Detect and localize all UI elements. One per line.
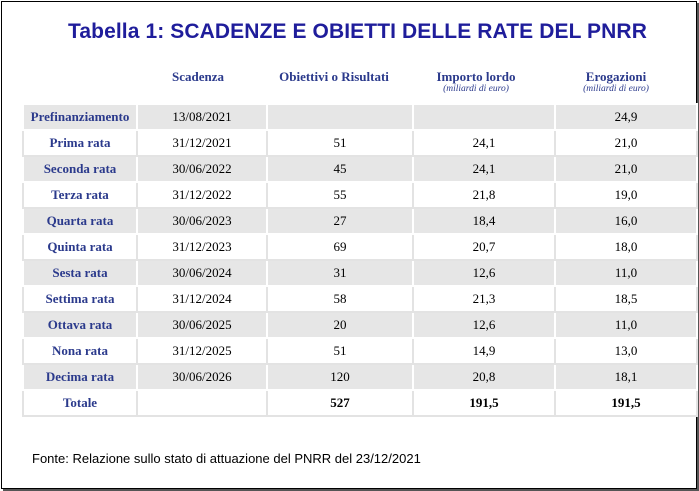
- cell-erogazioni: 21,0: [554, 155, 698, 183]
- cell-scadenza: 31/12/2021: [136, 129, 268, 157]
- cell-importo: 18,4: [412, 207, 556, 235]
- cell-erogazioni: 11,0: [554, 259, 698, 287]
- row-label: Terza rata: [22, 181, 138, 209]
- cell-erogazioni: 13,0: [554, 337, 698, 365]
- row-label: Prefinanziamento: [22, 103, 138, 131]
- row-label: Sesta rata: [22, 259, 138, 287]
- cell-obiettivi: 69: [266, 233, 414, 261]
- cell-scadenza: 31/12/2023: [136, 233, 268, 261]
- header-scadenza-label: Scadenza: [172, 69, 224, 84]
- row-label: Quinta rata: [22, 233, 138, 261]
- table-row: Settima rata 31/12/2024 58 21,3 18,5: [22, 285, 698, 313]
- cell-obiettivi: 527: [266, 389, 414, 417]
- cell-obiettivi: 31: [266, 259, 414, 287]
- cell-obiettivi: 55: [266, 181, 414, 209]
- cell-scadenza: 30/06/2026: [136, 363, 268, 391]
- header-obiettivi: Obiettivi o Risultati: [262, 70, 406, 84]
- header-importo-unit: (miliardi di euro): [443, 84, 509, 94]
- header-erogazioni-label: Erogazioni: [585, 69, 647, 84]
- table-row: Ottava rata 30/06/2025 20 12,6 11,0: [22, 311, 698, 339]
- cell-obiettivi: 51: [266, 337, 414, 365]
- cell-scadenza: 30/06/2025: [136, 311, 268, 339]
- cell-importo: 12,6: [412, 259, 556, 287]
- header-scadenza: Scadenza: [134, 70, 262, 84]
- cell-erogazioni: 19,0: [554, 181, 698, 209]
- cell-erogazioni: 21,0: [554, 129, 698, 157]
- cell-erogazioni: 18,0: [554, 233, 698, 261]
- row-label: Totale: [22, 389, 138, 417]
- cell-importo: 20,8: [412, 363, 556, 391]
- table-row: Prefinanziamento 13/08/2021 24,9: [22, 103, 698, 131]
- table-row: Terza rata 31/12/2022 55 21,8 19,0: [22, 181, 698, 209]
- cell-importo: 21,8: [412, 181, 556, 209]
- cell-obiettivi: [266, 103, 414, 131]
- header-importo: Importo lordo (miliardi di euro): [406, 70, 546, 95]
- cell-scadenza: 30/06/2024: [136, 259, 268, 287]
- table-title: Tabella 1: SCADENZE E OBIETTI DELLE RATE…: [68, 20, 647, 43]
- total-row: Totale 527 191,5 191,5: [22, 389, 698, 417]
- table-row: Prima rata 31/12/2021 51 24,1 21,0: [22, 129, 698, 157]
- cell-erogazioni: 11,0: [554, 311, 698, 339]
- row-label: Nona rata: [22, 337, 138, 365]
- cell-scadenza: 30/06/2023: [136, 207, 268, 235]
- table-row: Seconda rata 30/06/2022 45 24,1 21,0: [22, 155, 698, 183]
- row-label: Seconda rata: [22, 155, 138, 183]
- cell-scadenza: 31/12/2022: [136, 181, 268, 209]
- row-label: Decima rata: [22, 363, 138, 391]
- cell-scadenza: [136, 389, 268, 417]
- table-row: Sesta rata 30/06/2024 31 12,6 11,0: [22, 259, 698, 287]
- cell-importo: 21,3: [412, 285, 556, 313]
- cell-importo: [412, 103, 556, 131]
- header-erogazioni-unit: (miliardi di euro): [583, 84, 649, 94]
- table-row: Quarta rata 30/06/2023 27 18,4 16,0: [22, 207, 698, 235]
- cell-scadenza: 30/06/2022: [136, 155, 268, 183]
- header-obiettivi-label: Obiettivi o Risultati: [279, 69, 389, 84]
- cell-obiettivi: 20: [266, 311, 414, 339]
- cell-importo: 24,1: [412, 155, 556, 183]
- installments-table: Prefinanziamento 13/08/2021 24,9 Prima r…: [22, 103, 698, 417]
- cell-erogazioni: 191,5: [554, 389, 698, 417]
- table-row: Nona rata 31/12/2025 51 14,9 13,0: [22, 337, 698, 365]
- cell-obiettivi: 27: [266, 207, 414, 235]
- row-label: Prima rata: [22, 129, 138, 157]
- cell-obiettivi: 51: [266, 129, 414, 157]
- table-row: Decima rata 30/06/2026 120 20,8 18,1: [22, 363, 698, 391]
- cell-erogazioni: 18,1: [554, 363, 698, 391]
- cell-importo: 24,1: [412, 129, 556, 157]
- cell-obiettivi: 45: [266, 155, 414, 183]
- source-note: Fonte: Relazione sullo stato di attuazio…: [32, 451, 421, 466]
- header-erogazioni: Erogazioni (miliardi di euro): [546, 70, 686, 95]
- cell-obiettivi: 58: [266, 285, 414, 313]
- cell-scadenza: 31/12/2025: [136, 337, 268, 365]
- header-importo-label: Importo lordo: [436, 69, 516, 84]
- row-label: Quarta rata: [22, 207, 138, 235]
- cell-importo: 20,7: [412, 233, 556, 261]
- cell-importo: 14,9: [412, 337, 556, 365]
- cell-scadenza: 31/12/2024: [136, 285, 268, 313]
- row-label: Ottava rata: [22, 311, 138, 339]
- cell-importo: 191,5: [412, 389, 556, 417]
- cell-erogazioni: 18,5: [554, 285, 698, 313]
- row-label: Settima rata: [22, 285, 138, 313]
- cell-scadenza: 13/08/2021: [136, 103, 268, 131]
- cell-importo: 12,6: [412, 311, 556, 339]
- cell-obiettivi: 120: [266, 363, 414, 391]
- cell-erogazioni: 24,9: [554, 103, 698, 131]
- table-row: Quinta rata 31/12/2023 69 20,7 18,0: [22, 233, 698, 261]
- cell-erogazioni: 16,0: [554, 207, 698, 235]
